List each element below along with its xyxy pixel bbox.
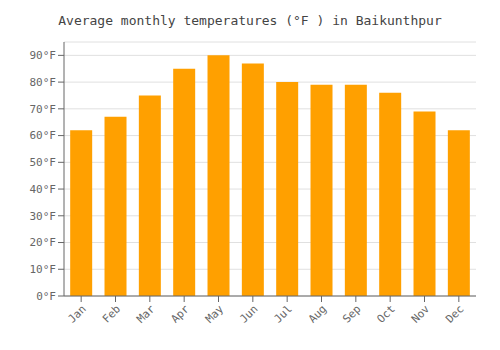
svg-text:Jan: Jan <box>66 302 89 325</box>
html-text:Average monthly temperatures (: Average monthly temperatures (°F ) in Ba… <box>58 13 442 28</box>
svg-text:Nov: Nov <box>409 302 433 326</box>
svg-text:10°F: 10°F <box>30 263 57 276</box>
svg-text:20°F: 20°F <box>30 236 57 249</box>
svg-text:Feb: Feb <box>100 302 123 325</box>
svg-text:30°F: 30°F <box>30 210 57 223</box>
svg-text:Dec: Dec <box>443 302 466 325</box>
svg-text:50°F: 50°F <box>30 156 57 169</box>
svg-text:Jul: Jul <box>272 302 295 325</box>
svg-text:Mar: Mar <box>134 302 158 326</box>
svg-text:0°F: 0°F <box>36 290 56 303</box>
svg-text:Oct: Oct <box>375 302 398 325</box>
svg-text:Apr: Apr <box>169 302 193 326</box>
svg-text:90°F: 90°F <box>30 49 57 62</box>
svg-text:Sep: Sep <box>340 302 363 325</box>
svg-text:Jun: Jun <box>237 302 260 325</box>
svg-text:60°F: 60°F <box>30 129 57 142</box>
svg-text:Aug: Aug <box>306 302 329 325</box>
svg-text:70°F: 70°F <box>30 103 57 116</box>
svg-text:May: May <box>203 302 227 326</box>
svg-text:80°F: 80°F <box>30 76 57 89</box>
svg-text:40°F: 40°F <box>30 183 57 196</box>
